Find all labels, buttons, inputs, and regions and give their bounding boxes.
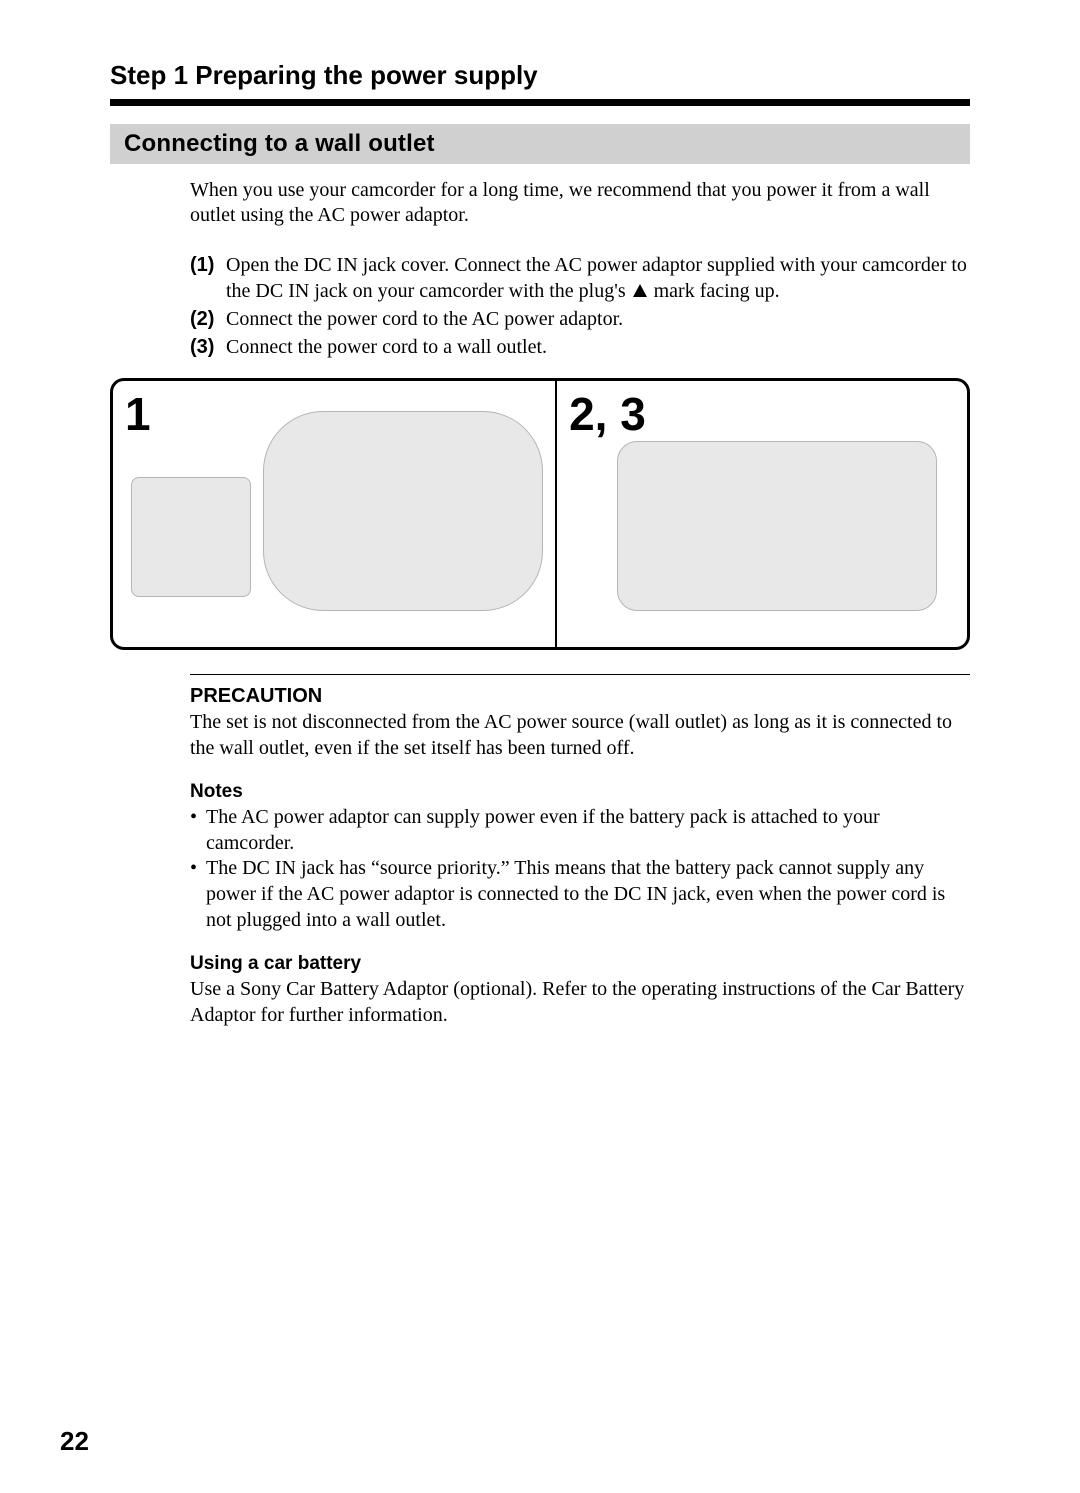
figure-panel-number: 2, 3	[569, 391, 955, 437]
step-title: Step 1 Preparing the power supply	[110, 60, 970, 91]
section-heading-bar: Connecting to a wall outlet	[110, 124, 970, 164]
figure-panel-left: 1	[113, 381, 557, 647]
note-text: The AC power adaptor can supply power ev…	[206, 805, 970, 856]
car-battery-text: Use a Sony Car Battery Adaptor (optional…	[190, 977, 970, 1028]
step-row: (1) Open the DC IN jack cover. Connect t…	[190, 252, 970, 304]
step-number: (3)	[190, 334, 226, 360]
step-text-pre: Open the DC IN jack cover. Connect the A…	[226, 254, 967, 302]
step-number: (1)	[190, 252, 226, 304]
step-text: Connect the power cord to the AC power a…	[226, 306, 970, 332]
step-row: (3) Connect the power cord to a wall out…	[190, 334, 970, 360]
page-number: 22	[60, 1426, 89, 1457]
body-block: When you use your camcorder for a long t…	[190, 178, 970, 360]
lower-body: PRECAUTION The set is not disconnected f…	[190, 674, 970, 1028]
camcorder-illustration	[263, 411, 543, 611]
precaution-text: The set is not disconnected from the AC …	[190, 710, 970, 761]
bullet-icon: •	[190, 805, 206, 856]
figure-panel-right: 2, 3	[557, 381, 967, 647]
notes-heading: Notes	[190, 781, 970, 803]
intro-paragraph: When you use your camcorder for a long t…	[190, 178, 970, 228]
bullet-icon: •	[190, 856, 206, 933]
note-text: The DC IN jack has “source priority.” Th…	[206, 856, 970, 933]
precaution-heading: PRECAUTION	[190, 685, 970, 708]
note-item: • The AC power adaptor can supply power …	[190, 805, 970, 856]
step-number: (2)	[190, 306, 226, 332]
step-row: (2) Connect the power cord to the AC pow…	[190, 306, 970, 332]
manual-page: Step 1 Preparing the power supply Connec…	[0, 0, 1080, 1068]
step-text-post: mark facing up.	[649, 280, 780, 302]
ordered-steps: (1) Open the DC IN jack cover. Connect t…	[190, 252, 970, 360]
figure-box: 1 2, 3	[110, 378, 970, 650]
thin-rule	[190, 674, 970, 675]
triangle-up-icon	[633, 284, 647, 297]
heavy-rule	[110, 99, 970, 106]
step-text: Open the DC IN jack cover. Connect the A…	[226, 252, 970, 304]
car-battery-heading: Using a car battery	[190, 953, 970, 975]
inset-illustration	[131, 477, 251, 597]
notes-list: • The AC power adaptor can supply power …	[190, 805, 970, 933]
step-text: Connect the power cord to a wall outlet.	[226, 334, 970, 360]
note-item: • The DC IN jack has “source priority.” …	[190, 856, 970, 933]
adaptor-illustration	[617, 441, 937, 611]
